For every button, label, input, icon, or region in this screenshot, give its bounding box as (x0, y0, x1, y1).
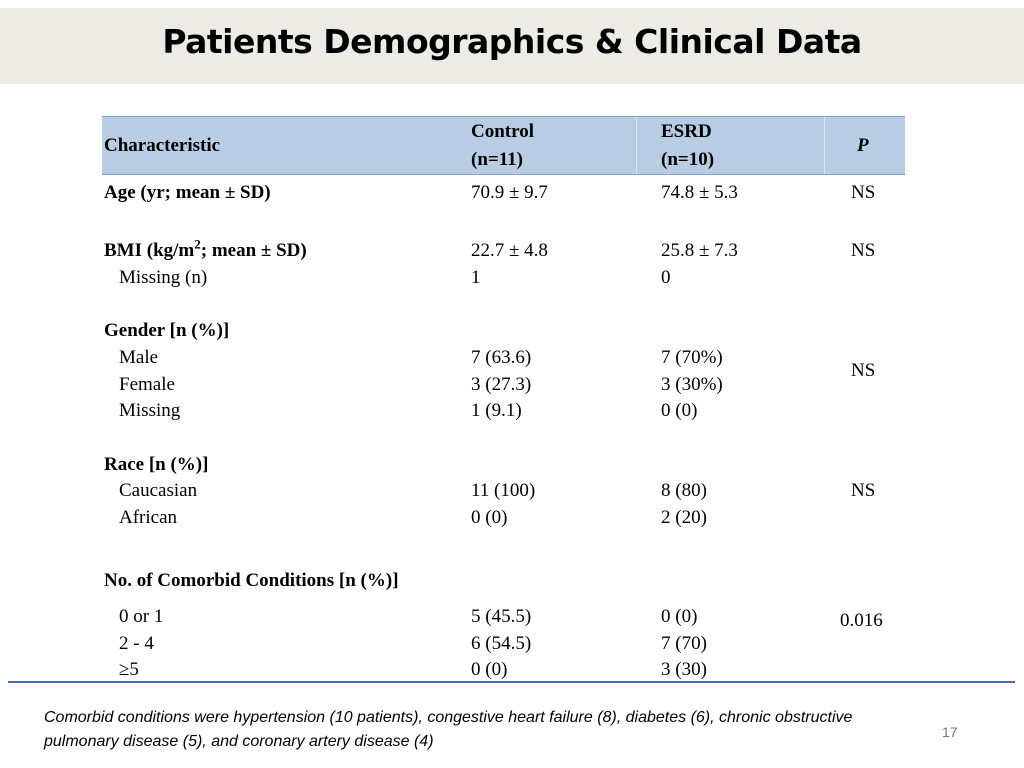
bmi-p: NS (851, 240, 876, 261)
bmi-missing-esrd: 0 (661, 267, 671, 288)
gender-male-esrd: 7 (70%) (661, 347, 723, 368)
comorbid-row-3-label: ≥5 (119, 659, 139, 680)
gender-female-label: Female (119, 374, 175, 395)
header-control-n: (n=11) (471, 149, 523, 170)
bmi-missing-control: 1 (471, 267, 481, 288)
bmi-esrd: 25.8 ± 7.3 (661, 240, 738, 261)
gender-label: Gender [n (%)] (104, 320, 230, 341)
race-p: NS (851, 480, 876, 501)
age-control: 70.9 ± 9.7 (471, 182, 548, 203)
header-esrd: ESRD (661, 121, 712, 142)
table-header-row (102, 116, 905, 175)
gender-female-esrd: 3 (30%) (661, 374, 723, 395)
header-separator (824, 117, 825, 174)
gender-female-control: 3 (27.3) (471, 374, 532, 395)
comorbid-row-1-label: 0 or 1 (119, 606, 164, 627)
comorbid-row-2-esrd: 7 (70) (661, 633, 707, 654)
race-african-control: 0 (0) (471, 507, 508, 528)
comorbid-row-3-esrd: 3 (30) (661, 659, 707, 680)
header-esrd-n: (n=10) (661, 149, 715, 170)
age-p: NS (851, 182, 876, 203)
gender-male-label: Male (119, 347, 159, 368)
comorbid-row-3-control: 0 (0) (471, 659, 508, 680)
bmi-missing-label: Missing (n) (119, 267, 208, 288)
header-separator (636, 117, 637, 174)
header-characteristic: Characteristic (104, 135, 221, 156)
race-caucasian-label: Caucasian (119, 480, 198, 501)
bmi-control: 22.7 ± 4.8 (471, 240, 548, 261)
gender-missing-esrd: 0 (0) (661, 400, 698, 421)
gender-missing-control: 1 (9.1) (471, 400, 522, 421)
race-caucasian-control: 11 (100) (471, 480, 536, 501)
demographics-table: Characteristic Control (n=11) ESRD (n=10… (102, 116, 905, 682)
race-african-label: African (119, 507, 178, 528)
race-caucasian-esrd: 8 (80) (661, 480, 707, 501)
gender-p: NS (851, 360, 876, 381)
age-label: Age (yr; mean ± SD) (104, 182, 271, 203)
race-label: Race [n (%)] (104, 454, 209, 475)
race-african-esrd: 2 (20) (661, 507, 707, 528)
comorbid-row-2-label: 2 - 4 (119, 633, 154, 654)
header-p: P (857, 135, 869, 156)
comorbid-row-1-control: 5 (45.5) (471, 606, 532, 627)
age-esrd: 74.8 ± 5.3 (661, 182, 738, 203)
gender-missing-label: Missing (119, 400, 181, 421)
page-number: 17 (942, 724, 958, 740)
table-bottom-rule (8, 681, 1015, 683)
bmi-label: BMI (kg/m2; mean ± SD) (104, 236, 307, 261)
title-band (0, 8, 1024, 84)
gender-male-control: 7 (63.6) (471, 347, 532, 368)
footnote: Comorbid conditions were hypertension (1… (44, 709, 853, 750)
comorbid-row-1-esrd: 0 (0) (661, 606, 698, 627)
header-control: Control (471, 121, 534, 142)
comorbid-row-2-control: 6 (54.5) (471, 633, 532, 654)
comorbid-p: 0.016 (840, 610, 883, 631)
slide-title: Patients Demographics & Clinical Data (162, 22, 862, 61)
comorbid-label: No. of Comorbid Conditions [n (%)] (104, 570, 399, 591)
